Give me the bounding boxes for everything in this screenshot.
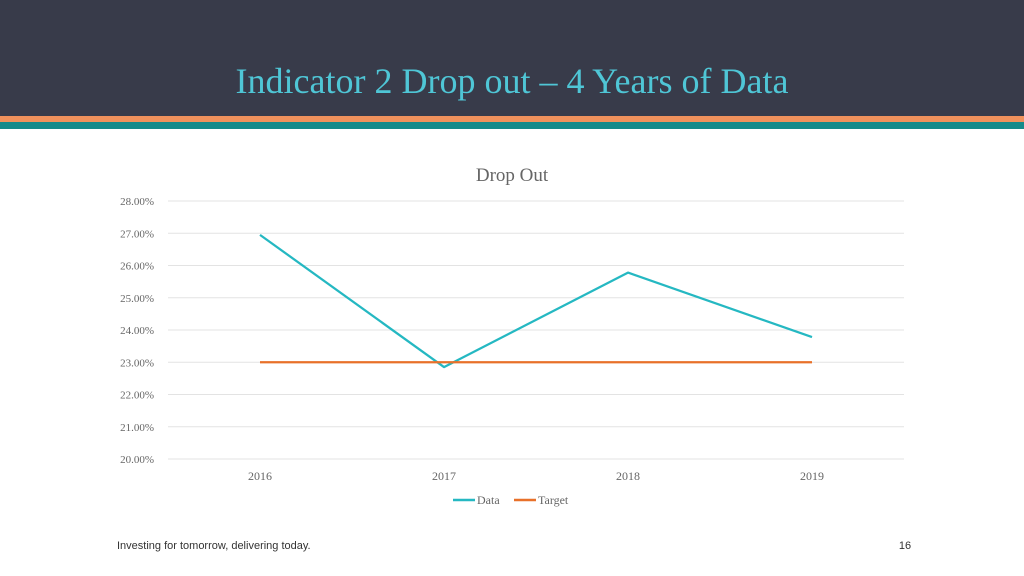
y-tick-label: 28.00% bbox=[120, 196, 154, 208]
legend-label-target: Target bbox=[538, 493, 569, 507]
series-line-data bbox=[259, 233, 813, 369]
slide-title: Indicator 2 Drop out – 4 Years of Data bbox=[235, 61, 789, 101]
y-tick-label: 22.00% bbox=[120, 390, 154, 402]
header-bar bbox=[0, 0, 1024, 116]
y-tick-label: 25.00% bbox=[120, 293, 154, 305]
footer-text: Investing for tomorrow, delivering today… bbox=[117, 540, 311, 552]
x-tick-label: 2019 bbox=[800, 469, 824, 483]
x-tick-label: 2016 bbox=[248, 469, 272, 483]
x-tick-label: 2018 bbox=[616, 469, 640, 483]
accent-stripe-orange bbox=[0, 116, 1024, 122]
x-tick-label: 2017 bbox=[432, 469, 456, 483]
page-number: 16 bbox=[898, 540, 912, 552]
y-tick-label: 23.00% bbox=[120, 357, 154, 369]
accent-stripe-teal bbox=[0, 122, 1024, 129]
legend-label-data: Data bbox=[477, 493, 500, 507]
y-tick-label: 24.00% bbox=[120, 325, 154, 337]
y-tick-label: 21.00% bbox=[120, 422, 154, 434]
y-tick-label: 26.00% bbox=[120, 261, 154, 273]
y-tick-label: 27.00% bbox=[120, 228, 154, 240]
chart-title: Drop Out bbox=[476, 165, 549, 186]
y-tick-label: 20.00% bbox=[120, 454, 154, 466]
